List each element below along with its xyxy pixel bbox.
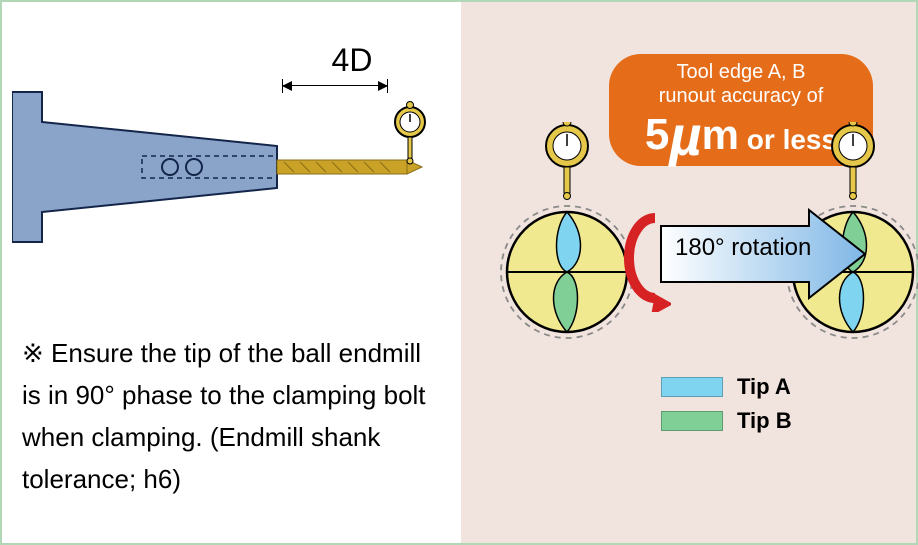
tool-holder-diagram (12, 82, 452, 262)
rotation-label: 180° rotation (675, 234, 811, 262)
dial-gauge-icon (395, 102, 425, 165)
caption-text: Ensure the tip of the ball endmill is in… (22, 338, 426, 494)
left-panel: 4D (2, 2, 461, 543)
caption-asterisk: ※ (22, 338, 44, 368)
ball-face (501, 206, 633, 338)
legend-swatch-b (661, 411, 723, 431)
clamping-caption: ※ Ensure the tip of the ball endmill is … (22, 332, 442, 500)
legend-item-tip-a: Tip A (661, 374, 792, 400)
endmill-shank (277, 160, 422, 174)
rotation-arrow-block: 180° rotation (639, 202, 879, 302)
badge-number: 5 (645, 110, 669, 159)
badge-line2: runout accuracy of (609, 84, 873, 108)
badge-unit: µ (669, 104, 701, 167)
legend-swatch-a (661, 377, 723, 397)
figure-frame: 4D (0, 0, 918, 545)
badge-line1: Tool edge A, B (609, 60, 873, 84)
dimension-4d-label: 4D (282, 42, 422, 79)
legend-label-a: Tip A (737, 374, 791, 400)
legend-item-tip-b: Tip B (661, 408, 792, 434)
tip-legend: Tip A Tip B (661, 374, 792, 442)
legend-label-b: Tip B (737, 408, 792, 434)
badge-unit-m: m (702, 111, 739, 158)
holder-body (12, 92, 277, 242)
dial-gauge-icon (546, 122, 588, 200)
dial-gauge-icon (832, 122, 874, 200)
right-panel: Tool edge A, B runout accuracy of 5µm or… (461, 2, 916, 543)
